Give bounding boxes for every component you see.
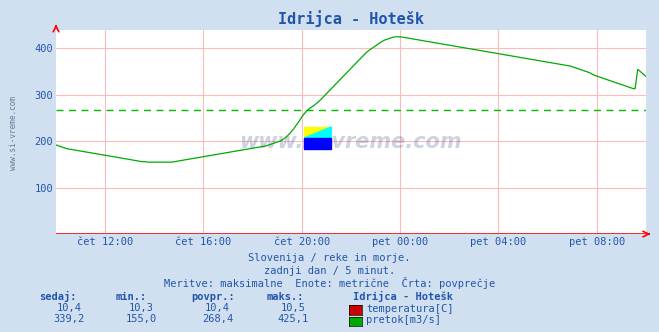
Text: 339,2: 339,2	[53, 314, 85, 324]
Text: 10,4: 10,4	[205, 303, 230, 313]
Text: sedaj:: sedaj:	[40, 291, 77, 302]
Polygon shape	[304, 127, 331, 138]
Text: www.si-vreme.com: www.si-vreme.com	[240, 132, 462, 152]
Text: 10,3: 10,3	[129, 303, 154, 313]
Text: 155,0: 155,0	[126, 314, 158, 324]
Text: www.si-vreme.com: www.si-vreme.com	[9, 96, 18, 170]
Text: 10,5: 10,5	[281, 303, 306, 313]
Text: pretok[m3/s]: pretok[m3/s]	[366, 315, 442, 325]
Text: Meritve: maksimalne  Enote: metrične  Črta: povprečje: Meritve: maksimalne Enote: metrične Črta…	[164, 277, 495, 289]
Text: povpr.:: povpr.:	[191, 292, 235, 302]
Text: min.:: min.:	[115, 292, 146, 302]
Text: 268,4: 268,4	[202, 314, 233, 324]
Text: 425,1: 425,1	[277, 314, 309, 324]
Polygon shape	[304, 127, 331, 138]
Text: 10,4: 10,4	[57, 303, 82, 313]
Title: Idrijca - Hotešk: Idrijca - Hotešk	[278, 11, 424, 27]
Text: Idrijca - Hotešk: Idrijca - Hotešk	[353, 291, 453, 302]
Text: maks.:: maks.:	[267, 292, 304, 302]
Text: temperatura[C]: temperatura[C]	[366, 304, 454, 314]
Text: Slovenija / reke in morje.: Slovenija / reke in morje.	[248, 253, 411, 263]
Bar	[304, 138, 331, 149]
Text: zadnji dan / 5 minut.: zadnji dan / 5 minut.	[264, 266, 395, 276]
